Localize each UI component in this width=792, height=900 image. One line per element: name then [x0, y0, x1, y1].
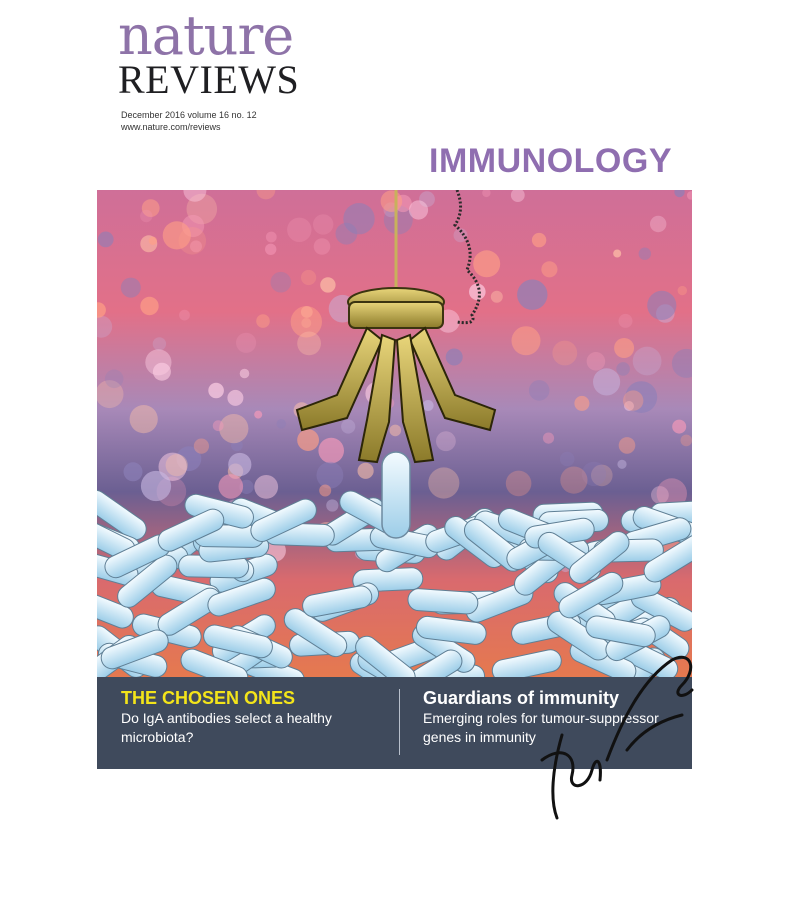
teaser-chosen-ones[interactable]: THE CHOSEN ONES Do IgA antibodies select…	[121, 687, 391, 747]
journal-title: IMMUNOLOGY	[429, 142, 672, 180]
brand-nature: nature	[118, 4, 294, 67]
teaser-guardians[interactable]: Guardians of immunity Emerging roles for…	[423, 687, 683, 747]
teaser-headline: Guardians of immunity	[423, 688, 620, 708]
masthead: nature REVIEWS	[118, 8, 348, 100]
cover-illustration	[97, 190, 692, 677]
cover-banner: THE CHOSEN ONES Do IgA antibodies select…	[97, 677, 692, 769]
banner-divider	[399, 689, 400, 755]
issue-line: December 2016 volume 16 no. 12	[121, 110, 257, 120]
teaser-text: Emerging roles for tumour-suppressor gen…	[423, 710, 659, 745]
journal-url: www.nature.com/reviews	[121, 122, 221, 132]
brand-reviews: REVIEWS	[118, 57, 300, 102]
teaser-headline: THE CHOSEN ONES	[121, 688, 296, 708]
teaser-text: Do IgA antibodies select a healthy micro…	[121, 710, 332, 745]
claw-machine-icon	[97, 190, 692, 677]
issue-info: December 2016 volume 16 no. 12 www.natur…	[121, 109, 257, 133]
